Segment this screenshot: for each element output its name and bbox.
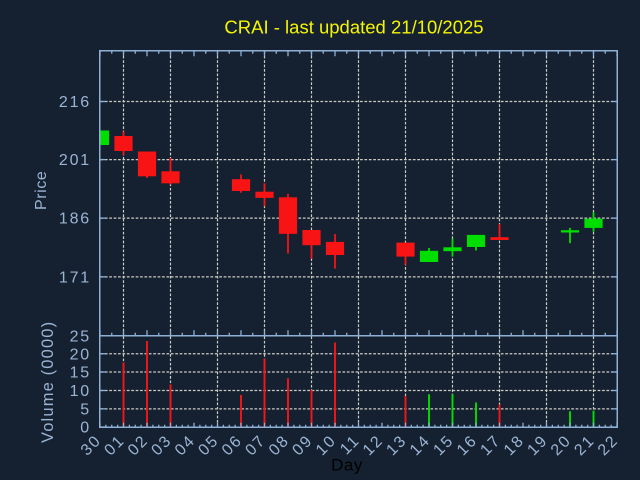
- svg-text:0: 0: [80, 420, 91, 437]
- svg-text:Day: Day: [331, 456, 363, 475]
- svg-text:186: 186: [59, 211, 91, 228]
- svg-text:20: 20: [70, 346, 91, 363]
- svg-text:15: 15: [70, 365, 91, 382]
- svg-text:10: 10: [70, 383, 91, 400]
- svg-text:171: 171: [59, 270, 91, 287]
- svg-text:5: 5: [80, 402, 91, 419]
- svg-text:201: 201: [59, 152, 91, 169]
- svg-text:25: 25: [70, 328, 91, 345]
- svg-text:216: 216: [59, 94, 91, 111]
- svg-text:CRAI - last updated 21/10/2025: CRAI - last updated 21/10/2025: [224, 17, 483, 38]
- svg-text:Price: Price: [33, 171, 50, 210]
- svg-text:Volume (0000): Volume (0000): [39, 321, 57, 443]
